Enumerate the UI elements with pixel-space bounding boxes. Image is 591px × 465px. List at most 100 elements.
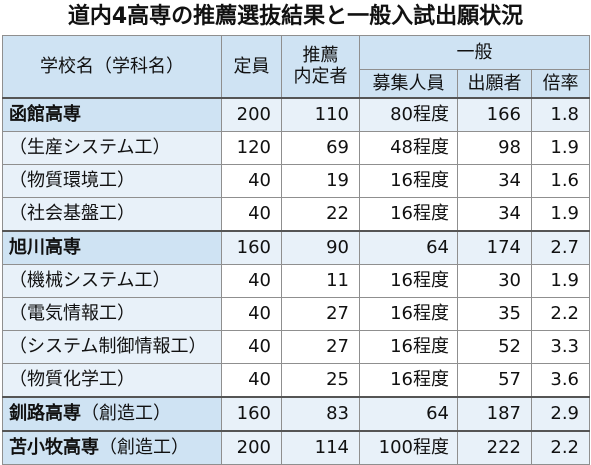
header-applicants: 出願者 — [457, 69, 532, 98]
table-title: 道内4高専の推薦選抜結果と一般入試出願状況 — [67, 4, 524, 29]
header-ratio: 倍率 — [530, 69, 591, 98]
suisen-cell: 25 — [281, 362, 360, 397]
boshu-cell: 100程度 — [359, 429, 458, 465]
department-suffix: （創造工） — [99, 436, 189, 458]
ratio-cell: 2.2 — [530, 296, 591, 331]
capacity-cell: 40 — [221, 196, 282, 231]
department-name: （社会基盤工） — [9, 202, 135, 224]
boshu-cell: 16程度 — [359, 196, 458, 231]
table-row: 函館高専 200 110 80程度 166 1.8 — [2, 96, 591, 132]
table-row: 釧路高専（創造工） 160 83 64 187 2.9 — [2, 395, 591, 431]
boshu-cell: 64 — [359, 395, 458, 431]
ratio-cell: 2.2 — [530, 429, 591, 465]
school-name-cell: 旭川高専 — [2, 229, 222, 265]
suisen-cell: 114 — [281, 429, 360, 465]
table-body: 函館高専 200 110 80程度 166 1.8 （生産システム工） 120 69 48程度 98… — [2, 96, 591, 465]
boshu-cell: 16程度 — [359, 263, 458, 298]
boshu-cell: 16程度 — [359, 163, 458, 198]
school-name: 函館高専 — [9, 103, 81, 125]
applicants-cell: 187 — [457, 395, 532, 431]
capacity-cell: 40 — [221, 362, 282, 397]
department-name-cell: （電気情報工） — [2, 296, 222, 331]
applicants-cell: 34 — [457, 163, 532, 198]
school-name-cell: 苫小牧高専（創造工） — [2, 429, 222, 465]
applicants-cell: 35 — [457, 296, 532, 331]
department-name: （機械システム工） — [9, 269, 171, 291]
applicants-cell: 57 — [457, 362, 532, 397]
applicants-cell: 174 — [457, 229, 532, 265]
capacity-cell: 160 — [221, 229, 282, 265]
boshu-cell: 16程度 — [359, 296, 458, 331]
capacity-cell: 40 — [221, 296, 282, 331]
table-row: 苫小牧高専（創造工） 200 114 100程度 222 2.2 — [2, 429, 591, 465]
table-row: （システム制御情報工） 40 27 16程度 52 3.3 — [2, 329, 591, 364]
table-row: （機械システム工） 40 11 16程度 30 1.9 — [2, 263, 591, 298]
boshu-cell: 80程度 — [359, 96, 458, 132]
ratio-cell: 3.3 — [530, 329, 591, 364]
ratio-cell: 1.9 — [530, 196, 591, 231]
table-row: （社会基盤工） 40 22 16程度 34 1.9 — [2, 196, 591, 231]
suisen-cell: 22 — [281, 196, 360, 231]
department-name: （物質化学工） — [9, 368, 135, 390]
school-name: 旭川高専 — [9, 236, 81, 258]
department-name-cell: （生産システム工） — [2, 130, 222, 165]
school-name-cell: 函館高専 — [2, 96, 222, 132]
applicants-cell: 34 — [457, 196, 532, 231]
suisen-cell: 69 — [281, 130, 360, 165]
applicants-cell: 166 — [457, 96, 532, 132]
suisen-cell: 27 — [281, 296, 360, 331]
department-name-cell: （物質環境工） — [2, 163, 222, 198]
school-name-cell: 釧路高専（創造工） — [2, 395, 222, 431]
applicants-cell: 52 — [457, 329, 532, 364]
header-boshu: 募集人員 — [359, 69, 458, 98]
capacity-cell: 40 — [221, 263, 282, 298]
department-name: （システム制御情報工） — [9, 335, 207, 357]
table-row: （電気情報工） 40 27 16程度 35 2.2 — [2, 296, 591, 331]
applicants-cell: 98 — [457, 130, 532, 165]
capacity-cell: 40 — [221, 163, 282, 198]
header-capacity: 定員 — [221, 35, 282, 98]
department-name-cell: （システム制御情報工） — [2, 329, 222, 364]
ratio-cell: 2.9 — [530, 395, 591, 431]
ratio-cell: 3.6 — [530, 362, 591, 397]
department-name-cell: （社会基盤工） — [2, 196, 222, 231]
capacity-cell: 160 — [221, 395, 282, 431]
table-row: （物質化学工） 40 25 16程度 57 3.6 — [2, 362, 591, 397]
capacity-cell: 120 — [221, 130, 282, 165]
department-name-cell: （機械システム工） — [2, 263, 222, 298]
boshu-cell: 16程度 — [359, 329, 458, 364]
header-school: 学校名（学科名） — [2, 35, 222, 98]
capacity-cell: 200 — [221, 96, 282, 132]
suisen-cell: 110 — [281, 96, 360, 132]
school-name: 釧路高専 — [9, 402, 81, 424]
boshu-cell: 16程度 — [359, 362, 458, 397]
applicants-cell: 30 — [457, 263, 532, 298]
boshu-cell: 48程度 — [359, 130, 458, 165]
results-table: 学校名（学科名） 定員 推薦 内定者 一般 募集人員 出願者 倍率 函館高専 20… — [2, 35, 591, 465]
suisen-cell: 11 — [281, 263, 360, 298]
ratio-cell: 1.9 — [530, 130, 591, 165]
department-name-cell: （物質化学工） — [2, 362, 222, 397]
ratio-cell: 1.6 — [530, 163, 591, 198]
capacity-cell: 200 — [221, 429, 282, 465]
header-suisen: 推薦 内定者 — [281, 35, 360, 98]
applicants-cell: 222 — [457, 429, 532, 465]
header-ippan: 一般 — [358, 35, 591, 70]
department-name: （生産システム工） — [9, 136, 171, 158]
suisen-cell: 90 — [281, 229, 360, 265]
ratio-cell: 1.9 — [530, 263, 591, 298]
department-name: （物質環境工） — [9, 169, 135, 191]
table-row: （物質環境工） 40 19 16程度 34 1.6 — [2, 163, 591, 198]
table-row: 旭川高専 160 90 64 174 2.7 — [2, 229, 591, 265]
ratio-cell: 2.7 — [530, 229, 591, 265]
school-name: 苫小牧高専 — [9, 436, 99, 458]
ratio-cell: 1.8 — [530, 96, 591, 132]
suisen-cell: 27 — [281, 329, 360, 364]
suisen-cell: 83 — [281, 395, 360, 431]
department-name: （電気情報工） — [9, 302, 135, 324]
suisen-cell: 19 — [281, 163, 360, 198]
department-suffix: （創造工） — [81, 402, 171, 424]
table-row: （生産システム工） 120 69 48程度 98 1.9 — [2, 130, 591, 165]
capacity-cell: 40 — [221, 329, 282, 364]
boshu-cell: 64 — [359, 229, 458, 265]
